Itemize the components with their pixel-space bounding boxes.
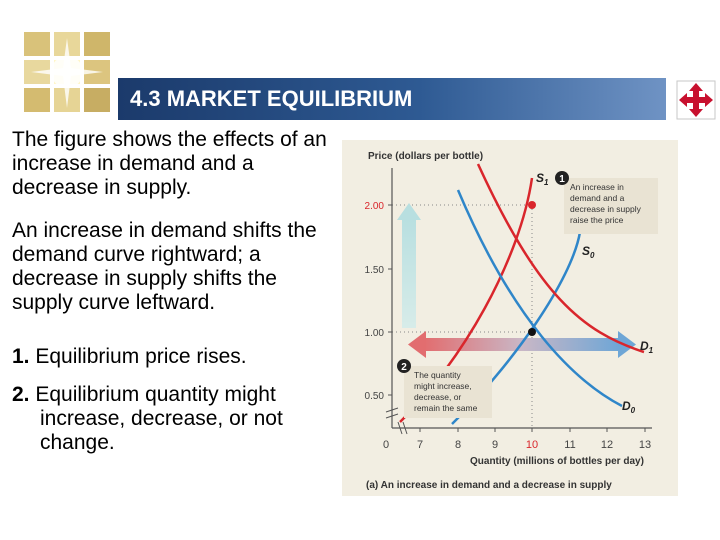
x-tick-label: 7 <box>417 439 423 451</box>
x-tick-label: 10 <box>526 439 538 451</box>
d1-subscript: 1 <box>649 346 654 355</box>
d0-subscript: 0 <box>631 406 636 415</box>
s0-label: S0 <box>582 244 595 260</box>
paragraph-2: An increase in demand shifts the demand … <box>12 219 317 314</box>
s0-subscript: 0 <box>590 251 595 260</box>
move-cross-icon[interactable] <box>676 80 716 120</box>
s1-letter: S <box>536 171 544 185</box>
slide-title: 4.3 MARKET EQUILIBRIUM <box>130 86 413 111</box>
item-text: Equilibrium quantity might increase, dec… <box>35 383 283 454</box>
y-tick-label: 1.00 <box>365 328 385 339</box>
d1-letter: D <box>640 339 649 353</box>
title-bar: 4.3 MARKET EQUILIBRIUM <box>118 78 666 120</box>
new-equilibrium-point <box>528 201 536 209</box>
list-item-1: 1. Equilibrium price rises. <box>12 345 332 369</box>
x-ticks: 0 7 8 9 10 11 12 13 <box>383 428 651 451</box>
x-tick-label: 13 <box>639 439 651 451</box>
callout-2-line: remain the same <box>414 403 478 413</box>
d1-label: D1 <box>640 339 654 355</box>
slide-text: The figure shows the effects of an incre… <box>12 128 332 469</box>
callout-1-line: raise the price <box>570 215 624 225</box>
x-tick-label: 11 <box>564 439 575 451</box>
callout-1-box <box>564 178 658 234</box>
demand-curve-d0 <box>456 189 623 408</box>
callout-1-number: 1 <box>559 174 565 185</box>
d0-letter: D <box>622 399 631 413</box>
callout-2-line: might increase, <box>414 381 472 391</box>
item-text: Equilibrium price rises. <box>35 345 247 368</box>
s1-label: S1 <box>536 171 549 187</box>
callout-2-box <box>404 366 492 418</box>
y-tick-label: 2.00 <box>365 201 385 212</box>
callout-1-line: decrease in supply <box>570 204 642 214</box>
callout-1-line: An increase in <box>570 182 624 192</box>
x-tick-label: 8 <box>455 439 461 451</box>
callout-2-line: The quantity <box>414 370 462 380</box>
figure-caption: (a) An increase in demand and a decrease… <box>366 480 612 491</box>
s1-subscript: 1 <box>544 178 549 187</box>
callout-1-badge <box>555 171 569 185</box>
y-tick-label: 0.50 <box>365 391 385 402</box>
item-number: 1. <box>12 345 30 368</box>
callout-2-line: decrease, or <box>414 392 461 402</box>
callout-2-badge <box>397 359 411 373</box>
y-ticks: 0.50 1.00 1.50 2.00 <box>365 201 392 402</box>
x-tick-label: 9 <box>492 439 498 451</box>
d0-label: D0 <box>622 399 636 415</box>
x-axis-label: Quantity (millions of bottles per day) <box>470 456 644 467</box>
item-number: 2. <box>12 383 30 406</box>
paragraph-1: The figure shows the effects of an incre… <box>12 128 327 199</box>
x-tick-label: 12 <box>601 439 613 451</box>
callout-1-line: demand and a <box>570 193 625 203</box>
supply-demand-figure: Price (dollars per bottle) 0.50 1.00 1.5… <box>342 140 678 496</box>
price-rise-arrow <box>402 218 416 328</box>
s0-letter: S <box>582 244 590 258</box>
list-item-2: 2. Equilibrium quantity might increase, … <box>12 383 332 455</box>
callout-2-number: 2 <box>401 362 407 373</box>
demand-curve-d1 <box>476 163 645 354</box>
y-tick-label: 1.50 <box>365 265 385 276</box>
x-tick-label: 0 <box>383 439 389 451</box>
original-equilibrium-point <box>528 328 536 336</box>
decorative-logo <box>18 28 118 118</box>
y-axis-label: Price (dollars per bottle) <box>368 151 483 162</box>
